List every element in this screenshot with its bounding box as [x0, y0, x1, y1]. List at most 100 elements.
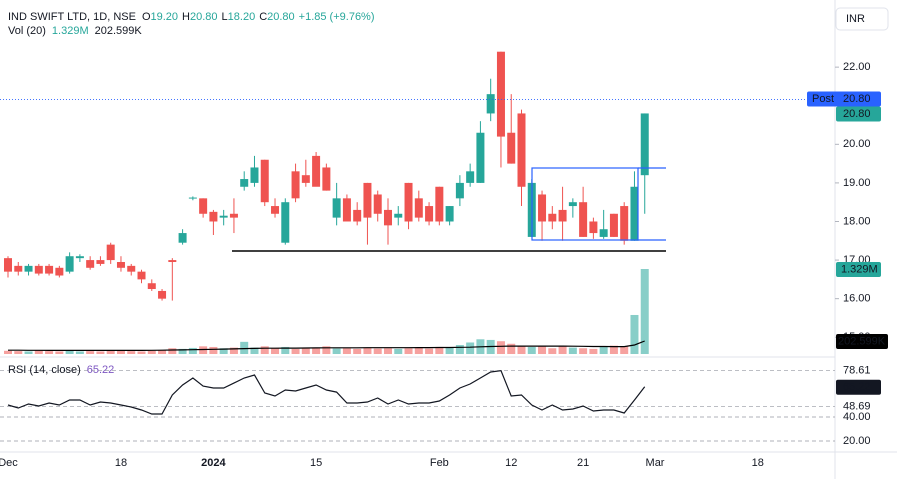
candle-body — [414, 198, 423, 218]
volume-bar — [425, 348, 434, 354]
currency-button[interactable] — [835, 7, 889, 31]
ohlc-key: C — [259, 11, 267, 23]
rsi-legend: RSI (14, close) 65.22 — [8, 364, 114, 376]
rsi-badge — [836, 379, 881, 395]
volume-bar — [312, 347, 321, 354]
volume-bar — [589, 348, 598, 354]
volume-bar — [271, 348, 280, 354]
volume-bar — [496, 341, 505, 354]
x-tick-label: 2024 — [201, 457, 226, 469]
change: +1.85 (+9.76%) — [299, 11, 375, 23]
rsi-tick-label: 48.69 — [843, 400, 871, 412]
volume-bar — [4, 350, 12, 354]
post-badge-label: Post — [812, 93, 834, 105]
x-tick-label: Mar — [646, 457, 665, 469]
candle-body — [383, 209, 392, 226]
volume-bar — [229, 347, 238, 354]
volume-bar — [332, 348, 341, 354]
currency-label[interactable]: INR — [846, 13, 865, 25]
last-price-label: 20.80 — [843, 108, 871, 120]
candle-body — [158, 290, 167, 299]
candle-body — [4, 258, 12, 272]
volume-bar — [240, 341, 249, 354]
candle-body — [507, 132, 516, 164]
candle-body — [209, 211, 218, 222]
x-tick-label: 21 — [577, 457, 589, 469]
volume-ma-line — [8, 340, 645, 351]
candle-body — [199, 198, 208, 214]
candle-body — [620, 206, 629, 241]
candle-body — [435, 186, 444, 222]
x-tick-label: Dec — [0, 457, 18, 469]
volume-bar — [435, 346, 444, 354]
volume-bar — [579, 348, 588, 354]
volume-bar — [199, 346, 208, 354]
volume-bar — [527, 346, 536, 354]
volume-bar — [548, 348, 557, 354]
volume-bar — [116, 350, 125, 354]
volume-bar — [301, 348, 310, 354]
rsi-badge-label: 65.22 — [843, 381, 871, 393]
candle-body — [363, 182, 372, 218]
candle-body — [168, 260, 177, 263]
volume-bar — [209, 346, 218, 354]
rsi-tick-label: 78.61 — [843, 365, 871, 377]
ohlc-key: H — [182, 11, 190, 23]
rsi-name: RSI (14, close) — [8, 364, 81, 376]
candle-body — [517, 113, 526, 187]
volume-bar — [127, 351, 136, 354]
volume-bar — [281, 346, 290, 354]
candle-body — [137, 271, 146, 280]
marks — [0, 51, 835, 442]
volume-bar — [568, 347, 577, 354]
volume-bar — [106, 350, 115, 354]
y-tick-label: 22.00 — [843, 61, 871, 73]
y-tick-label: 20.00 — [843, 138, 871, 150]
candle-body — [466, 171, 475, 183]
volume-bar — [599, 346, 608, 354]
candle-body — [291, 171, 300, 199]
volume-bar — [507, 343, 516, 354]
candle-body — [260, 159, 269, 203]
candle-body — [599, 229, 608, 237]
rsi-line — [7, 370, 646, 415]
volume-bar — [466, 342, 475, 354]
symbol-legend: IND SWIFT LTD, 1D, NSE O19.20 H20.80 L18.20… — [8, 11, 375, 23]
ohlc-key: L — [222, 11, 228, 23]
volume-bar — [250, 347, 259, 354]
candle-body — [229, 213, 238, 218]
candle-body — [496, 51, 505, 137]
x-tick-label: Feb — [430, 457, 449, 469]
candle-body — [630, 186, 639, 241]
volume-bar — [414, 347, 423, 354]
candle-body — [373, 194, 382, 214]
candle-body — [34, 265, 43, 274]
volume-bar — [168, 348, 177, 354]
volume-bar — [609, 345, 618, 354]
candle-body — [106, 244, 115, 261]
volume-ma: 202.599K — [95, 25, 143, 37]
range-box — [531, 167, 639, 241]
volume-bar — [630, 314, 639, 354]
candle-body — [178, 233, 187, 243]
volume-bar — [322, 346, 331, 354]
volume-bar — [188, 347, 197, 354]
volume-bar — [65, 350, 74, 354]
volume-ma-badge — [836, 334, 888, 350]
candle-body — [609, 213, 618, 237]
candle-body — [240, 179, 249, 187]
ohlc-value: 18.20 — [228, 11, 256, 23]
candle-body — [353, 209, 362, 222]
candle-body — [640, 113, 649, 176]
candle-body — [394, 213, 403, 218]
candle-body — [445, 206, 454, 222]
candle-body — [455, 182, 464, 199]
candle-body — [45, 265, 54, 274]
candle-body — [425, 206, 434, 222]
candle-body — [127, 265, 136, 272]
candle-body — [24, 265, 33, 272]
candle-body — [147, 283, 156, 290]
candle-body — [538, 194, 547, 222]
post-badge-price: 20.80 — [843, 93, 871, 105]
